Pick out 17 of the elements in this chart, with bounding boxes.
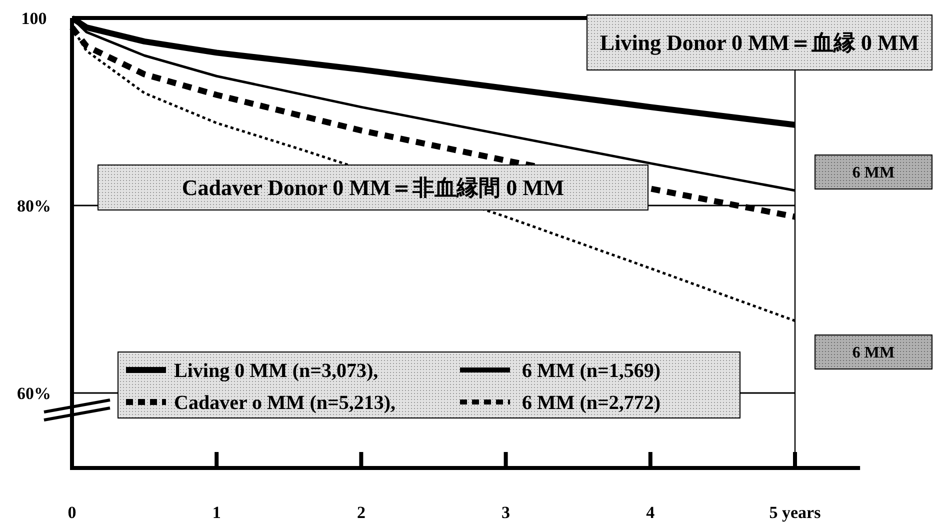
- annotation: 6 MM: [852, 164, 895, 182]
- x-tick-label: 4: [646, 503, 656, 522]
- annotation: Cadaver Donor 0 MM＝非血縁間 0 MM: [182, 175, 564, 200]
- annotation: 6 MM: [852, 344, 895, 362]
- x-tick-label: 1: [212, 503, 221, 522]
- legend-label: 6 MM (n=2,772): [522, 392, 661, 414]
- legend-label: Cadaver o MM (n=5,213),: [174, 392, 396, 414]
- x-tick-label: 3: [502, 503, 510, 522]
- legend-label: 6 MM (n=1,569): [522, 360, 661, 382]
- x-tick-label: 0: [68, 503, 76, 522]
- x-tick-label: 5 years: [769, 503, 822, 522]
- legend-label: Living 0 MM (n=3,073),: [174, 360, 378, 382]
- y-tick-label: 60%: [17, 384, 51, 403]
- y-tick-label: 100: [21, 9, 47, 28]
- annotation: Living Donor 0 MM＝血縁 0 MM: [600, 30, 920, 56]
- y-tick-label: 80%: [17, 196, 51, 216]
- x-tick-label: 2: [356, 503, 366, 522]
